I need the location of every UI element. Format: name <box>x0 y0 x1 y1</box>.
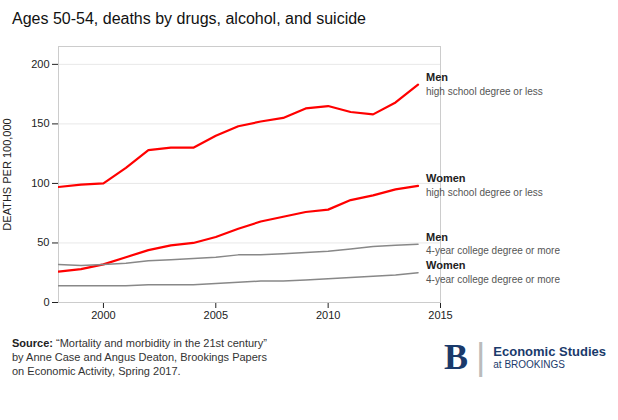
html-text:at BROOKINGS: at BROOKINGS <box>493 359 565 370</box>
svg-text:200: 200 <box>31 58 49 70</box>
svg-text:high school degree or less: high school degree or less <box>426 187 543 198</box>
svg-text:100: 100 <box>31 177 49 189</box>
svg-text:Men: Men <box>426 231 448 243</box>
svg-text:4-year college degree or more: 4-year college degree or more <box>426 245 560 256</box>
svg-text:high school degree or less: high school degree or less <box>426 86 543 97</box>
svg-text:Men: Men <box>426 71 448 83</box>
svg-text:2005: 2005 <box>204 309 228 321</box>
svg-text:0: 0 <box>43 296 49 308</box>
html-text:Economic Studies: Economic Studies <box>493 344 606 359</box>
html-text:B |: B | <box>443 336 486 377</box>
svg-text:DEATHS PER 100,000: DEATHS PER 100,000 <box>1 118 13 230</box>
svg-text:2015: 2015 <box>428 309 452 321</box>
svg-text:2010: 2010 <box>316 309 340 321</box>
svg-text:150: 150 <box>31 117 49 129</box>
html-text:Source: “Mortality and morbidi: Source: “Mortality and morbidity in the … <box>12 337 267 377</box>
html-text:Ages 50-54, deaths by drugs, a: Ages 50-54, deaths by drugs, alcohol, an… <box>12 10 366 27</box>
svg-text:4-year college degree or more: 4-year college degree or more <box>426 274 560 285</box>
svg-text:Women: Women <box>426 172 466 184</box>
svg-text:2000: 2000 <box>91 309 115 321</box>
svg-text:50: 50 <box>37 236 49 248</box>
svg-text:Women: Women <box>426 259 466 271</box>
